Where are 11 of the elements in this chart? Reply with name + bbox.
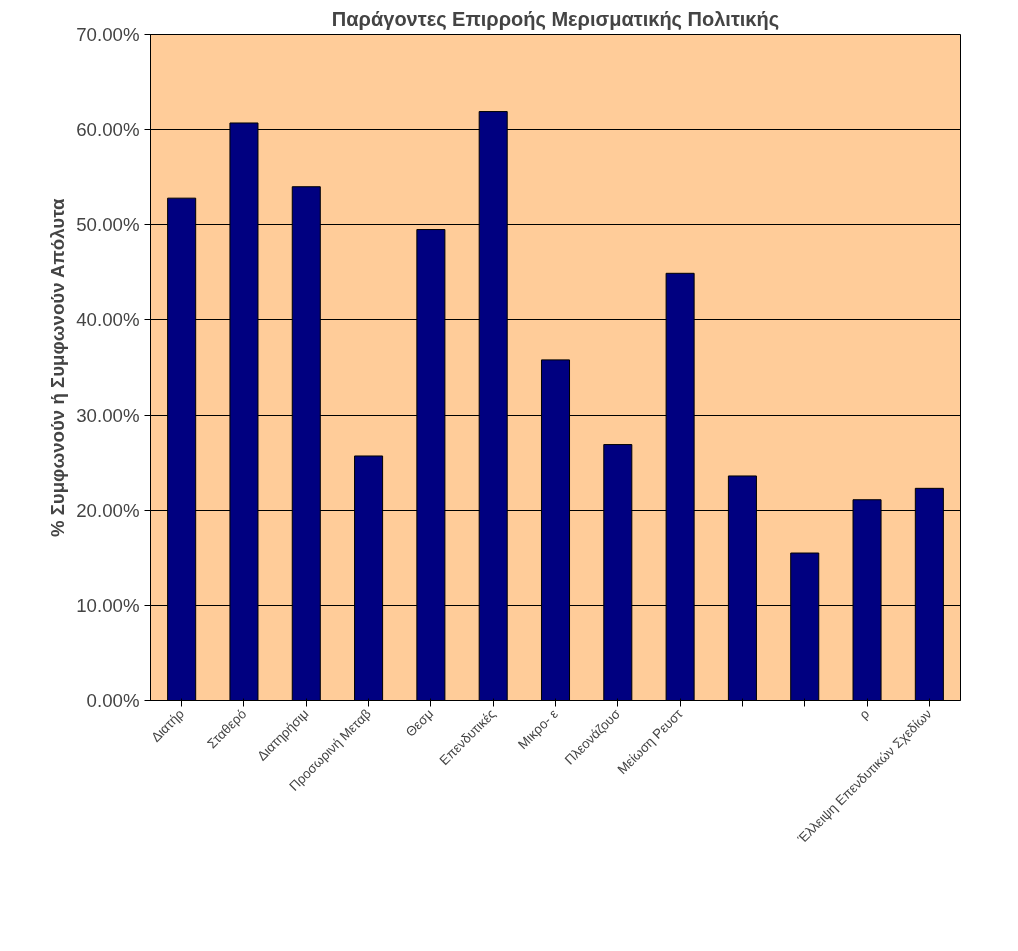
y-tick-label: 40.00% [76, 309, 140, 331]
y-tick-label: 30.00% [76, 404, 140, 426]
y-tick-label: 70.00% [76, 24, 140, 45]
y-tick-label: 20.00% [76, 499, 140, 521]
x-tick-label: ρ [856, 705, 873, 723]
y-tick-label: 10.00% [76, 594, 140, 616]
y-tick-label: 50.00% [76, 214, 140, 236]
y-axis-title: % Συμφωνούν ή Συμφωνούν Απόλυτα [47, 198, 69, 538]
y-tick-label: 60.00% [76, 119, 140, 141]
chart-title: Παράγοντες Επιρροής Μερισματικής Πολιτικής [331, 7, 780, 30]
y-tick-label: 0.00% [86, 690, 140, 711]
